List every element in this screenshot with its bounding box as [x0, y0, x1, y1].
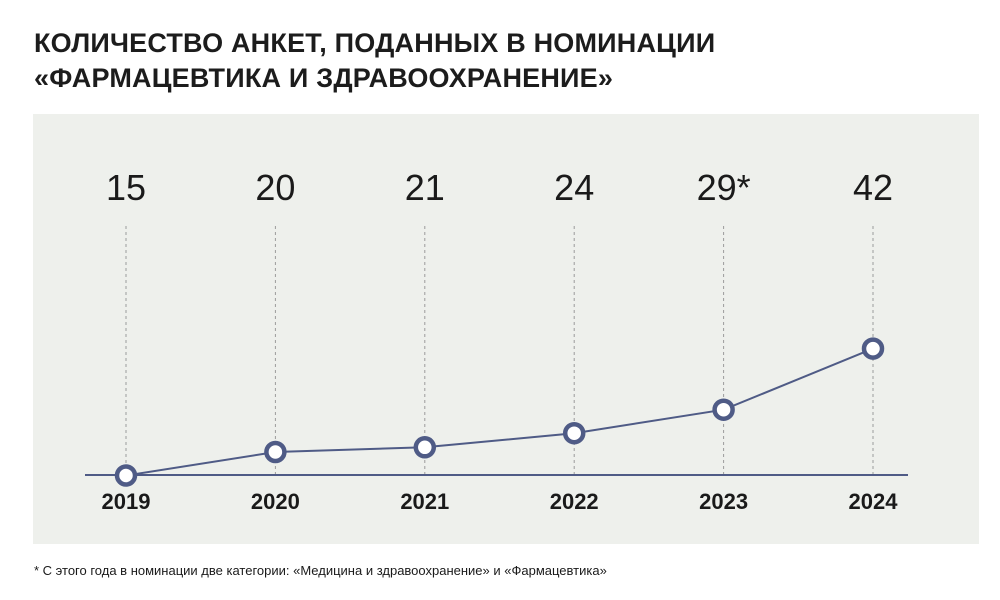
data-point	[712, 398, 735, 421]
chart-title-line-1: КОЛИЧЕСТВО АНКЕТ, ПОДАННЫХ В НОМИНАЦИИ	[34, 28, 716, 58]
data-label: 21	[405, 167, 445, 208]
series-line	[125, 347, 874, 477]
chart-title-line-2: «ФАРМАЦЕВТИКА И ЗДРАВООХРАНЕНИЕ»	[34, 63, 614, 93]
data-point	[861, 337, 885, 360]
data-label: 15	[106, 167, 146, 208]
chart-title: КОЛИЧЕСТВО АНКЕТ, ПОДАННЫХ В НОМИНАЦИИ «…	[34, 26, 715, 96]
x-tick-label: 2023	[699, 489, 748, 514]
data-label: 20	[255, 167, 295, 208]
data-point	[562, 421, 586, 445]
data-label: 24	[554, 167, 594, 208]
x-tick-label: 2022	[550, 489, 599, 514]
footnote: * С этого года в номинации две категории…	[34, 563, 607, 578]
x-tick-label: 2021	[400, 489, 449, 514]
x-tick-label: 2024	[849, 489, 899, 514]
data-point	[264, 440, 287, 464]
x-tick-label: 2020	[251, 489, 300, 514]
x-tick-label: 2019	[102, 489, 151, 514]
data-label: 42	[853, 167, 893, 208]
data-point	[413, 436, 437, 459]
data-point	[114, 464, 138, 487]
data-label: 29*	[697, 167, 751, 208]
chart-panel: 15 2019 20 2020 21 2021 24 2022 29* 2023 42 2024	[33, 114, 979, 544]
